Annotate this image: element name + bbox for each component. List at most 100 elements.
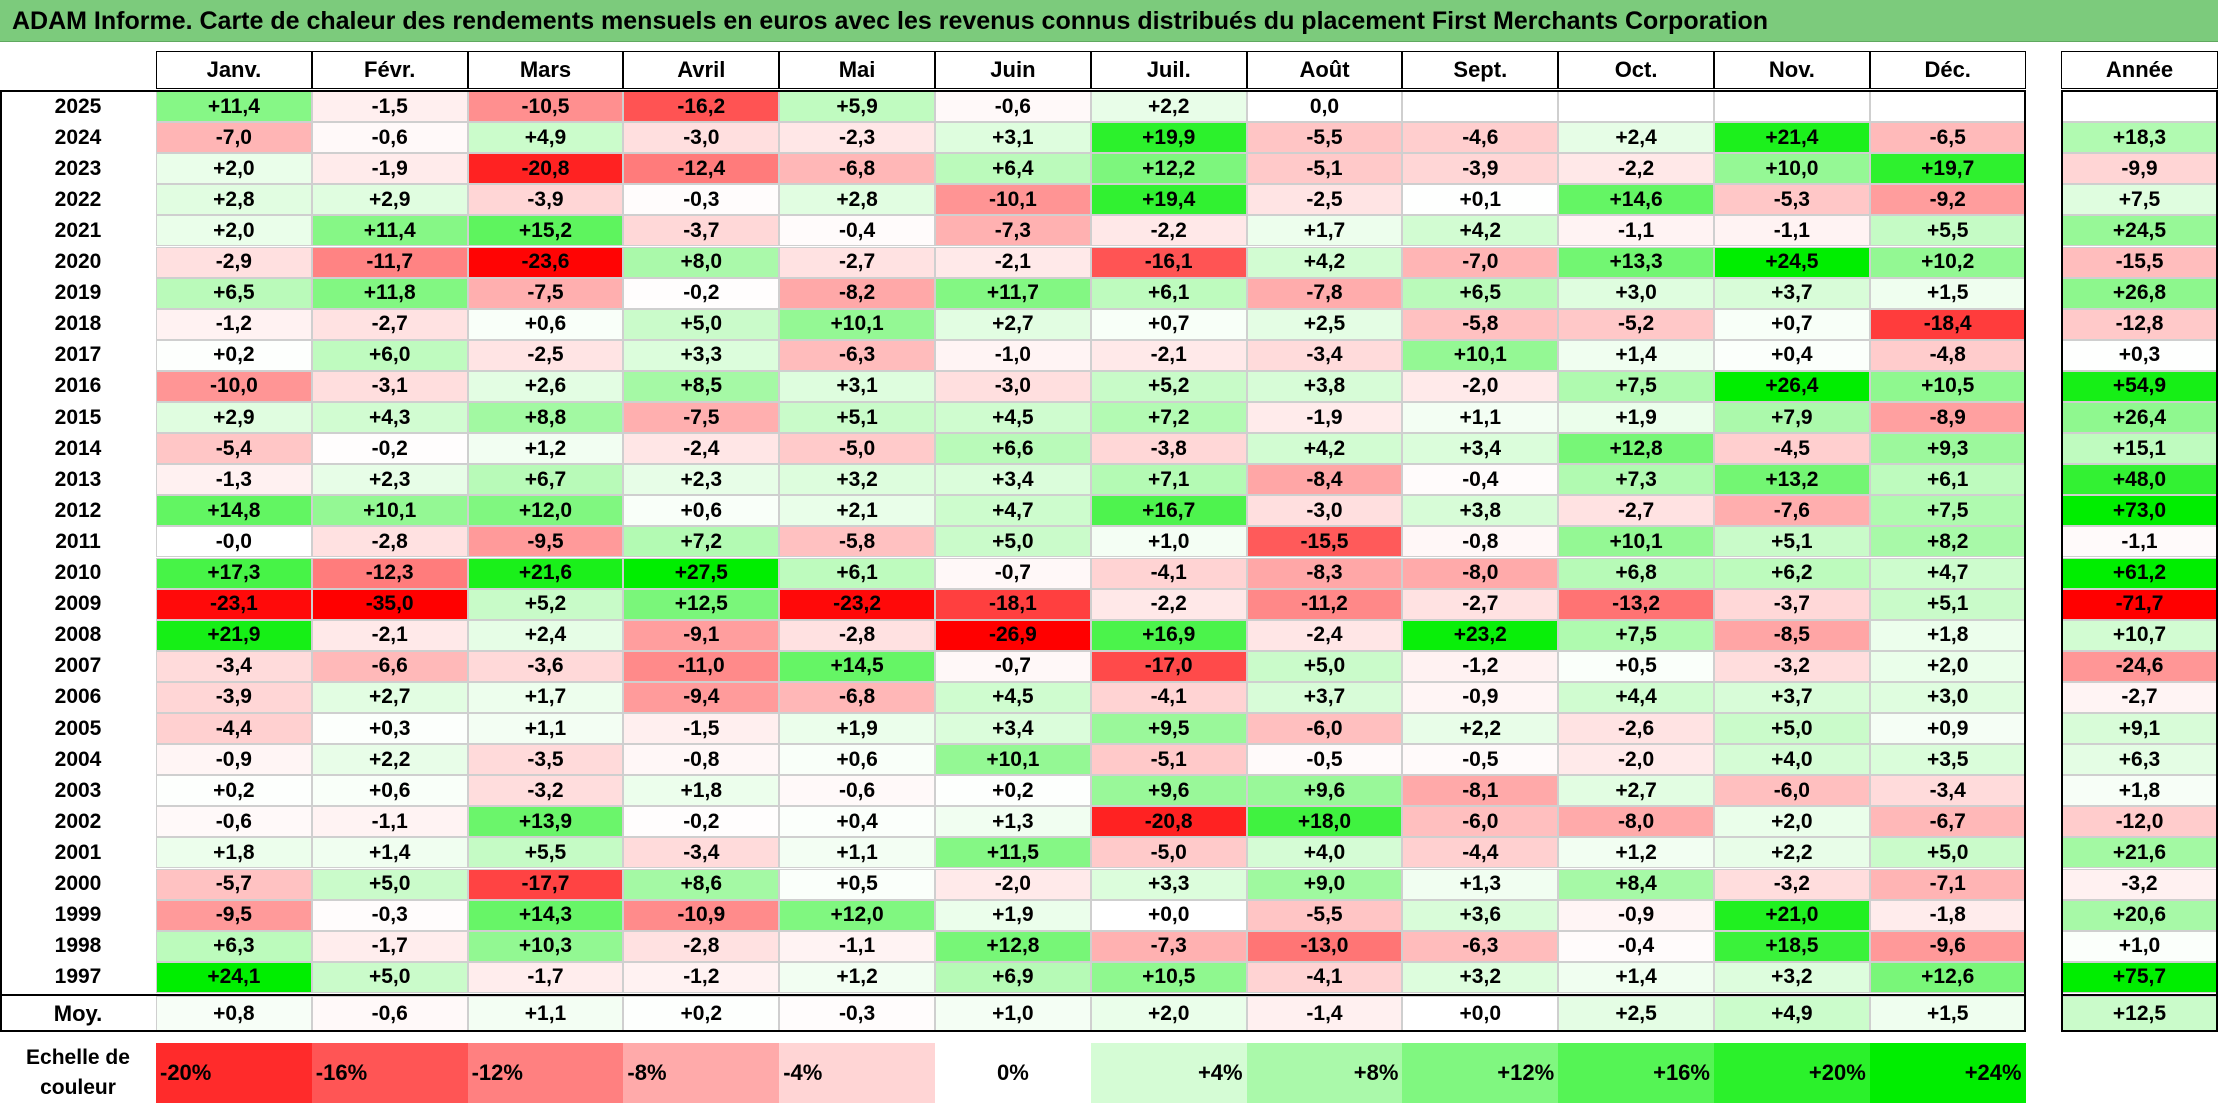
heatmap-cell: +0,0 bbox=[1090, 899, 1247, 931]
annual-cell: +73,0 bbox=[2061, 495, 2218, 527]
heatmap-cell: +1,3 bbox=[935, 806, 1091, 838]
annual-header: Année bbox=[2061, 51, 2218, 89]
month-header: Déc. bbox=[1869, 51, 2026, 89]
color-scale-step: +24% bbox=[1869, 1043, 2026, 1103]
heatmap-cell: +1,1 bbox=[779, 837, 935, 869]
heatmap-cell: +19,9 bbox=[1090, 122, 1247, 154]
annual-cell: +15,1 bbox=[2061, 433, 2218, 465]
heatmap-cell: +3,6 bbox=[1402, 899, 1559, 931]
heatmap-cell: +11,4 bbox=[156, 91, 312, 123]
heatmap-cell: -5,4 bbox=[156, 433, 312, 465]
heatmap-cell: +24,5 bbox=[1714, 246, 1870, 278]
year-label: 2015 bbox=[54, 405, 102, 429]
heatmap-cell: +3,5 bbox=[1869, 744, 2026, 776]
heatmap-cell: -6,0 bbox=[1402, 806, 1559, 838]
heatmap-cell: -1,3 bbox=[156, 464, 312, 496]
heatmap-cell: -2,2 bbox=[1558, 153, 1714, 185]
month-header: Janv. bbox=[156, 51, 312, 89]
heatmap-cell: +9,6 bbox=[1246, 775, 1403, 807]
year-label: 2008 bbox=[54, 623, 102, 647]
year-label: 2023 bbox=[54, 156, 102, 180]
heatmap-cell: +10,5 bbox=[1090, 961, 1247, 993]
heatmap-cell: -5,8 bbox=[779, 526, 935, 558]
heatmap-cell: +1,2 bbox=[1558, 837, 1714, 869]
heatmap-cell: -0,3 bbox=[311, 899, 468, 931]
heatmap-cell: -20,8 bbox=[467, 153, 624, 185]
heatmap-cell: -2,6 bbox=[1558, 713, 1714, 745]
heatmap-cell: -0,6 bbox=[156, 806, 312, 838]
heatmap-cell: +10,1 bbox=[779, 308, 935, 340]
heatmap-cell: -4,1 bbox=[1090, 557, 1247, 589]
heatmap-cell: +1,3 bbox=[1402, 868, 1559, 900]
heatmap-cell: +6,5 bbox=[156, 277, 312, 309]
heatmap-cell: -9,2 bbox=[1869, 184, 2026, 216]
heatmap-cell: +2,4 bbox=[1558, 122, 1714, 154]
heatmap-cell: +3,8 bbox=[1402, 495, 1559, 527]
heatmap-cell: -2,4 bbox=[623, 433, 780, 465]
year-label: 2010 bbox=[54, 561, 102, 585]
heatmap-cell: -1,2 bbox=[156, 308, 312, 340]
heatmap-cell: -6,0 bbox=[1246, 713, 1403, 745]
heatmap-cell: -3,9 bbox=[467, 184, 624, 216]
heatmap-cell: -11,0 bbox=[623, 650, 780, 682]
heatmap-cell: -5,7 bbox=[156, 868, 312, 900]
heatmap-cell: -5,8 bbox=[1402, 308, 1559, 340]
heatmap-cell: -2,1 bbox=[935, 246, 1091, 278]
heatmap-cell: +5,1 bbox=[1869, 588, 2026, 620]
heatmap-cell: +2,1 bbox=[779, 495, 935, 527]
heatmap-cell: +0,6 bbox=[623, 495, 780, 527]
annual-cell: +10,7 bbox=[2061, 619, 2218, 651]
heatmap-cell: +3,0 bbox=[1869, 681, 2026, 713]
heatmap-cell: -17,0 bbox=[1090, 650, 1247, 682]
heatmap-cell: +5,0 bbox=[623, 308, 780, 340]
heatmap-cell: -5,0 bbox=[1090, 837, 1247, 869]
heatmap-cell bbox=[1869, 91, 2026, 123]
average-cell: -0,3 bbox=[779, 995, 935, 1032]
heatmap-cell: +10,3 bbox=[467, 930, 624, 962]
heatmap-cell: -2,7 bbox=[1558, 495, 1714, 527]
heatmap-cell: +6,9 bbox=[935, 961, 1091, 993]
heatmap-cell: -11,2 bbox=[1246, 588, 1403, 620]
color-scale-step: -8% bbox=[623, 1043, 780, 1103]
heatmap-cell: -3,8 bbox=[1090, 433, 1247, 465]
heatmap-cell: +10,1 bbox=[1558, 526, 1714, 558]
heatmap-cell: -0,5 bbox=[1246, 744, 1403, 776]
heatmap-cell: -0,8 bbox=[623, 744, 780, 776]
heatmap-cell: +7,2 bbox=[1090, 402, 1247, 434]
heatmap-cell: +5,2 bbox=[1090, 370, 1247, 402]
heatmap-cell: +3,4 bbox=[935, 464, 1091, 496]
heatmap-cell: -3,0 bbox=[935, 370, 1091, 402]
heatmap-cell: +1,0 bbox=[1090, 526, 1247, 558]
heatmap-cell: +8,2 bbox=[1869, 526, 2026, 558]
heatmap-cell: -23,6 bbox=[467, 246, 624, 278]
annual-cell: -24,6 bbox=[2061, 650, 2218, 682]
heatmap-cell: +2,0 bbox=[156, 215, 312, 247]
heatmap-cell: +4,7 bbox=[1869, 557, 2026, 589]
heatmap-cell: +1,2 bbox=[779, 961, 935, 993]
heatmap-cell: +4,0 bbox=[1714, 744, 1870, 776]
heatmap-cell: -1,2 bbox=[623, 961, 780, 993]
heatmap-cell: +7,5 bbox=[1558, 619, 1714, 651]
heatmap-cell: +2,4 bbox=[467, 619, 624, 651]
heatmap-cell: -0,2 bbox=[623, 806, 780, 838]
heatmap-cell: +3,4 bbox=[935, 713, 1091, 745]
average-label: Moy. bbox=[53, 1000, 103, 1026]
heatmap-cell: +6,0 bbox=[311, 339, 468, 371]
average-cell: +1,5 bbox=[1869, 995, 2026, 1032]
year-label: 2011 bbox=[55, 529, 101, 553]
annual-cell: +20,6 bbox=[2061, 899, 2218, 931]
annual-cell: +18,3 bbox=[2061, 122, 2218, 154]
heatmap-cell: +7,5 bbox=[1558, 370, 1714, 402]
heatmap-cell: -0,4 bbox=[1402, 464, 1559, 496]
heatmap-cell: +0,7 bbox=[1090, 308, 1247, 340]
year-label: 2014 bbox=[54, 436, 102, 460]
heatmap-cell: +2,2 bbox=[1714, 837, 1870, 869]
heatmap-cell: +14,8 bbox=[156, 495, 312, 527]
heatmap-cell: +1,2 bbox=[467, 433, 624, 465]
heatmap-cell: -3,0 bbox=[623, 122, 780, 154]
heatmap-cell: -2,7 bbox=[1402, 588, 1559, 620]
annual-cell: +75,7 bbox=[2061, 961, 2218, 993]
heatmap-cell: -3,4 bbox=[623, 837, 780, 869]
heatmap-cell: +3,8 bbox=[1246, 370, 1403, 402]
heatmap-cell: +14,6 bbox=[1558, 184, 1714, 216]
